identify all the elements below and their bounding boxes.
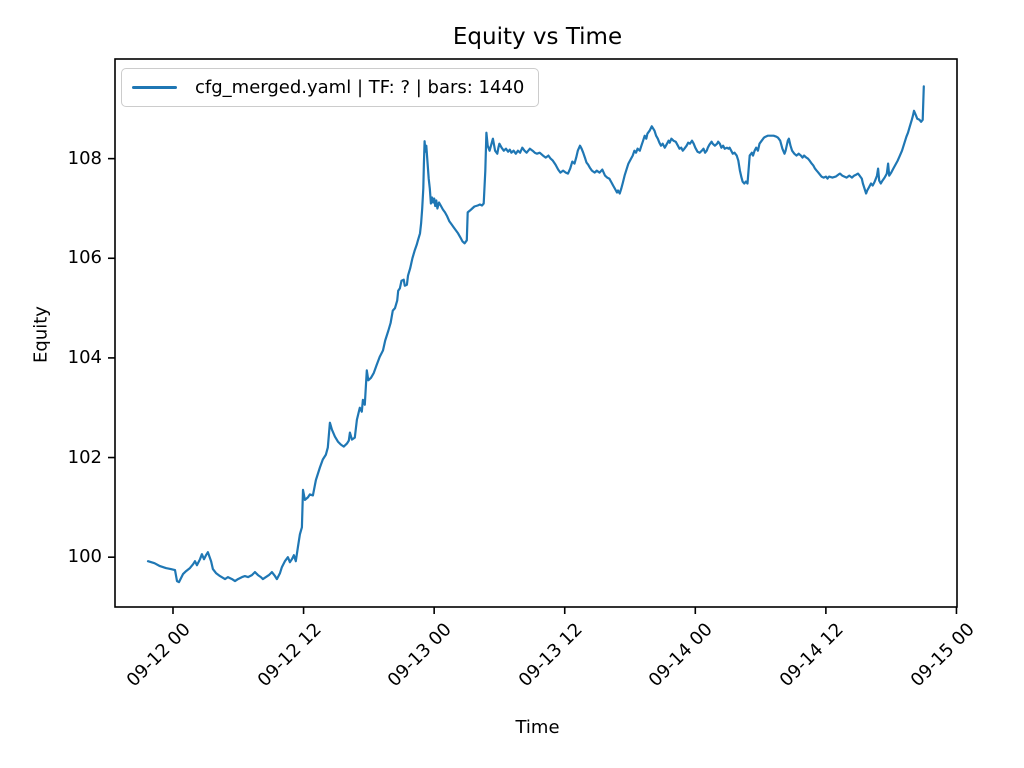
legend-box: cfg_merged.yaml | TF: ? | bars: 1440 bbox=[121, 68, 540, 107]
equity-line bbox=[146, 85, 925, 584]
legend-line-sample bbox=[132, 86, 177, 89]
legend-label: cfg_merged.yaml | TF: ? | bars: 1440 bbox=[195, 77, 525, 98]
y-tick-label: 106 bbox=[67, 247, 102, 269]
y-tick-label: 102 bbox=[67, 446, 102, 468]
chart-title: Equity vs Time bbox=[452, 24, 623, 50]
plot-frame bbox=[114, 58, 958, 608]
y-axis-label: Equity bbox=[30, 306, 52, 363]
y-tick-label: 108 bbox=[67, 147, 102, 169]
y-tick-label: 104 bbox=[67, 346, 102, 368]
y-tick-label: 100 bbox=[67, 546, 102, 568]
x-axis-label: Time bbox=[515, 717, 560, 738]
